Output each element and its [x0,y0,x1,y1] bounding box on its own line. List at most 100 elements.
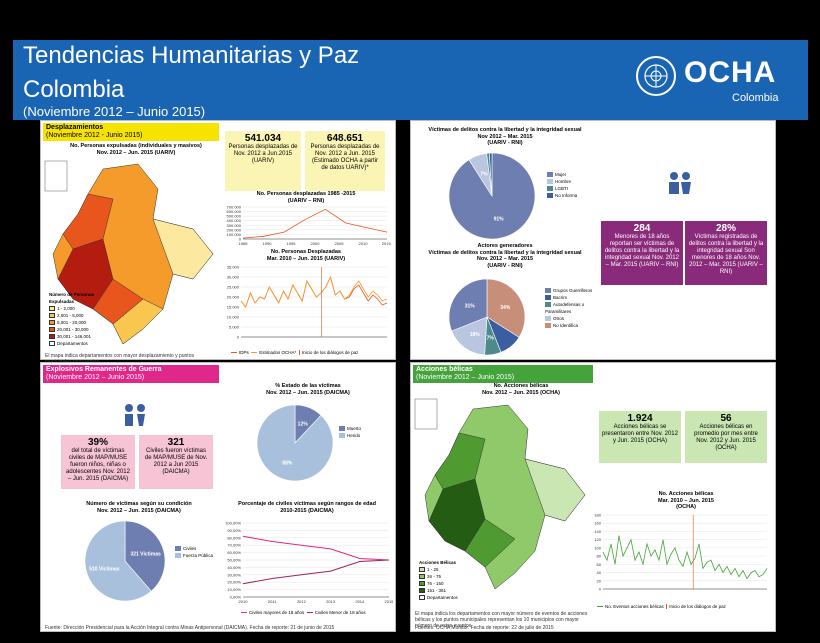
map-subtitle: Nov. 2012 – Jun. 2015 (OCHA) [482,389,560,396]
stat-displaced-ocha: 648.651 Personas desplazadas de Nov. 201… [305,131,385,191]
y-tick-label: 120 [594,537,601,542]
displacement-monthly-chart: 35.000 30.000 25.000 20.000 15.000 10.000 5.00… [227,265,388,340]
legend-label: 20,001 - 30,000 [57,327,89,332]
map-subtitle: Nov. 2012 – Jun. 2015 (UARIV) [96,149,176,156]
legend-title: Número de Personas Expulsadas [49,292,95,304]
x-tick-label: 1995 [287,241,297,246]
chart-source: (OCHA) [676,504,696,510]
chart-title: No. Acciones bélicas [658,491,714,497]
pie-actores-title: Actores generadores Víctimas de delitos … [425,243,585,269]
legend-dialogos: Inicio de los diálogos de paz [298,350,359,356]
actors-legend: Grupos Guerrilleros Bacrim Autodefensas … [545,287,605,329]
y-tick-label: 5.000 [229,325,240,330]
legend-label: 151 - 361 [427,588,447,593]
series-line-0 [602,535,768,580]
legend-label: 1 - 25 [427,567,439,572]
victims-status-pie: 12% 88% [256,404,334,482]
y-tick-label: 60 [597,562,602,567]
legend-label: No. Eventos acciones bélicas [605,604,664,609]
x-tick-label: 1990 [263,241,273,246]
legend-dialogos: Inicio de los diálogos de paz [666,604,726,610]
chart-title: Porcentaje de civiles víctimas según ran… [238,501,376,507]
acciones-chart-legend: No. Eventos acciones bélicas Inicio de l… [597,603,767,610]
legend-item: 2,001 - 5,000 [49,312,109,319]
y-tick-label: 100,00% [225,521,241,526]
legend-muerto: Muerto [339,425,389,432]
legend-bacrim: Bacrim [545,294,605,301]
y-tick-label: 600.000 [227,209,242,214]
legend-no-informa: No Informa [547,192,597,199]
colombia-acciones-map [414,398,586,590]
stat-text: Civiles fueron víctimas de MAP/MUSE de N… [144,448,208,475]
y-tick-label: 700.000 [227,205,242,210]
legend-label: Fuerza Pública [183,553,214,558]
legend-items: 1 - 2,000 2,001 - 5,000 5,001 - 20,000 20,0… [49,305,109,347]
legend-label: 26 - 75 [427,574,442,579]
series-line-1 [242,559,390,585]
legend-swatch [419,581,425,587]
y-tick-label: 0 [599,587,602,592]
legend-label: Inicio de los diálogos de paz [301,350,359,355]
y-tick-label: 140 [594,529,601,534]
series-line-0 [242,535,390,561]
line-age-title: Porcentaje de civiles víctimas según ran… [227,501,387,514]
page-period: (Noviembre 2012 – Junio 2015) [23,104,206,119]
x-tick-label: 1985 [239,241,249,246]
stat-number: 56 [720,413,732,424]
y-tick-label: 60,00% [227,550,241,555]
page-title-country: Colombia [23,76,125,103]
y-tick-label: 0,00% [230,595,242,600]
pie-label-0: 321 Víctimas [130,551,161,557]
series-line-0 [242,208,388,239]
pie-slice-1 [256,404,334,482]
y-tick-label: 30.000 [227,275,240,280]
y-tick-label: 35.000 [227,265,240,270]
y-tick-label: 80,00% [227,535,241,540]
acciones-map-legend: Acciones Bélicas 1 - 25 26 - 75 76 - 150 15… [419,559,479,601]
y-tick-label: 25.000 [227,285,240,290]
legend-label: Mujer [555,172,567,177]
y-tick-label: 0 [239,237,242,242]
legend-label: Bacrim [553,295,568,300]
legend-item: 76 - 150 [419,580,479,587]
legend-menores: Civiles Menor de 18 años [306,610,366,615]
stat-text: Personas desplazadas de Nov. 2012 a Jun.… [228,144,298,164]
legend-idps: IDPs [231,350,249,355]
stat-text: Víctimas registradas de delitos contra l… [688,234,764,275]
legend-otros: Otros [545,315,605,322]
legend-swatch [419,588,425,594]
stat-text: del total de víctimas civiles de MAP/MUS… [66,448,130,482]
victims-condition-legend: Civiles Fuerza Pública [175,545,215,559]
panel-victimas-sexuales: Víctimas de delitos contra la libertad y… [410,120,776,360]
stat-number: 321 [167,437,185,448]
age-range-legend: Civiles mayores de 18 años Civiles Menor… [241,609,391,616]
legend-guerrilla: Grupos Guerrilleros [545,287,605,294]
y-tick-label: 300.000 [227,223,242,228]
pie-label-0: 34% [500,305,511,311]
acciones-source: Fuentes: OCHA Monitor. Fecha de reporte:… [415,625,554,631]
series-line-1 [240,275,388,308]
legend-title: Acciones Bélicas [419,560,457,565]
stat-text: Acciones bélicas se presentaron entre No… [602,424,678,444]
acciones-map-title: No. Acciones bélicas Nov. 2012 – Jun. 20… [461,383,581,396]
legend-item: 151 - 361 [419,587,479,594]
stat-number: 648.651 [326,133,364,144]
legend-label: Civiles [183,546,197,551]
stat-number: 1.924 [627,413,653,424]
y-tick-label: 20,00% [227,580,241,585]
legend-swatch [49,334,55,340]
legend-hombre: Hombre [547,178,597,185]
legend-label: Hombre [555,179,572,184]
legend-item: 1 - 2,000 [49,305,109,312]
legend-swatch [49,320,55,326]
colombia-displacement-map [44,160,214,345]
chart-title: No. Personas Desplazadas [270,249,341,255]
pie-label-3: 18% [470,332,481,338]
x-tick-label: 2014 [355,599,365,604]
legend-swatch [419,574,425,580]
legend-item: 26 - 75 [419,573,479,580]
pie-label-2: 7% [487,336,495,342]
stat-menores-284: 284 Menores de 18 años reportan ser víct… [601,221,683,285]
y-tick-label: 30,00% [227,572,241,577]
org-name: OCHA [684,56,777,89]
